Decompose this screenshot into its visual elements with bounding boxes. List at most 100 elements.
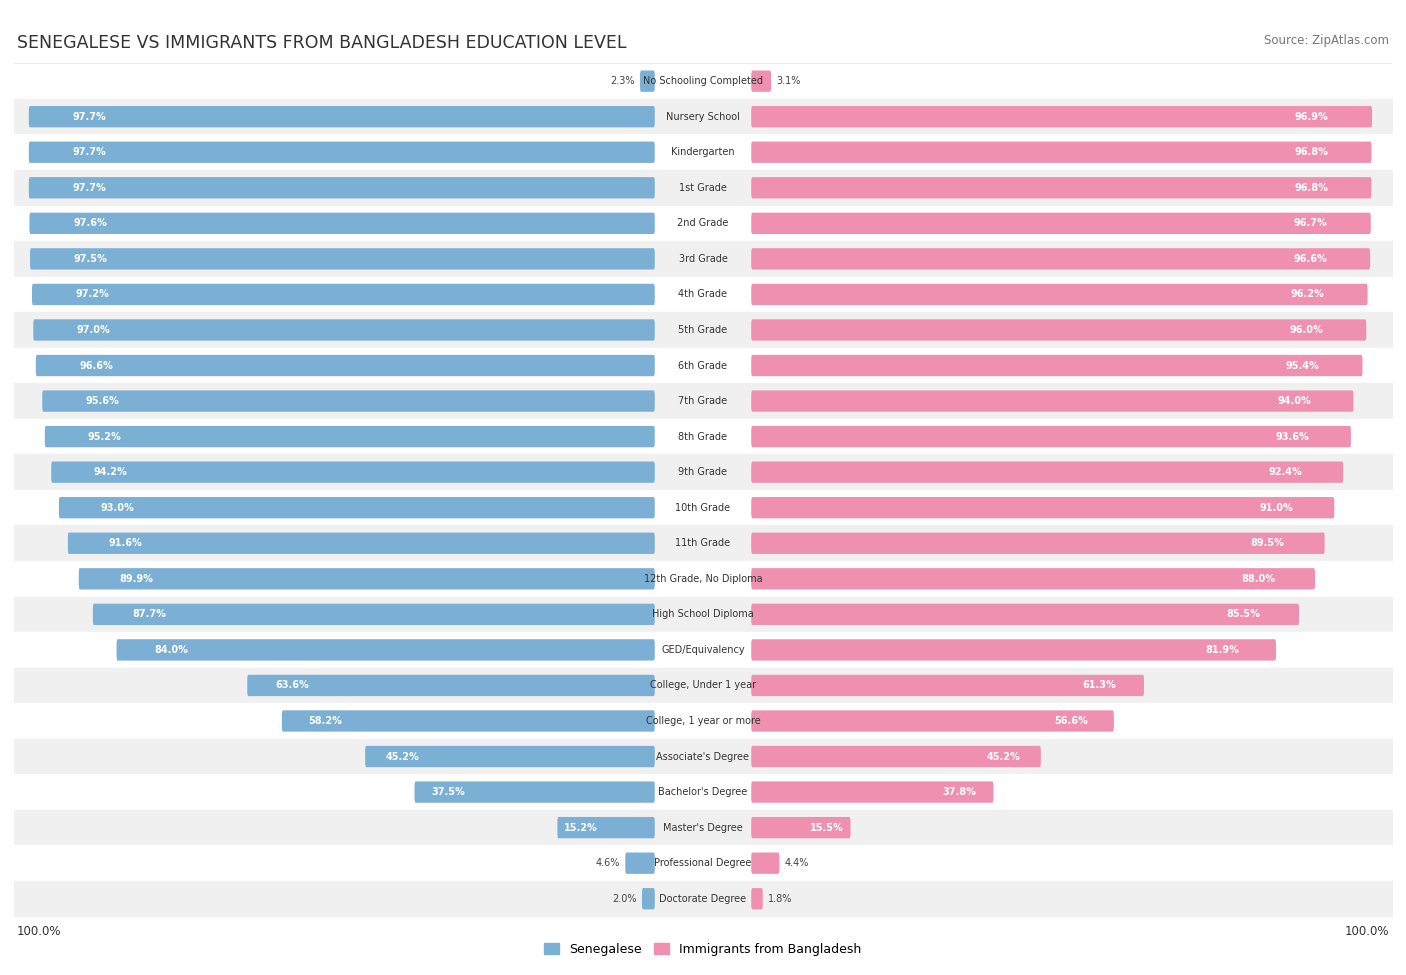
Text: 4.4%: 4.4%	[785, 858, 810, 868]
Text: 97.6%: 97.6%	[73, 218, 107, 228]
Text: College, 1 year or more: College, 1 year or more	[645, 716, 761, 726]
Text: 81.9%: 81.9%	[1205, 644, 1239, 655]
FancyBboxPatch shape	[751, 532, 1324, 554]
Text: 96.8%: 96.8%	[1294, 147, 1329, 157]
Text: 15.2%: 15.2%	[564, 823, 598, 833]
Text: 12th Grade, No Diploma: 12th Grade, No Diploma	[644, 574, 762, 584]
Text: Doctorate Degree: Doctorate Degree	[659, 894, 747, 904]
Text: GED/Equivalency: GED/Equivalency	[661, 644, 745, 655]
Text: 2nd Grade: 2nd Grade	[678, 218, 728, 228]
FancyBboxPatch shape	[751, 390, 1354, 411]
Text: 93.6%: 93.6%	[1275, 432, 1309, 442]
FancyBboxPatch shape	[751, 497, 1334, 519]
Text: 9th Grade: 9th Grade	[679, 467, 727, 477]
FancyBboxPatch shape	[626, 852, 655, 874]
Text: Bachelor's Degree: Bachelor's Degree	[658, 787, 748, 798]
Text: High School Diploma: High School Diploma	[652, 609, 754, 619]
FancyBboxPatch shape	[366, 746, 655, 767]
FancyBboxPatch shape	[751, 746, 1040, 767]
FancyBboxPatch shape	[751, 355, 1362, 376]
FancyBboxPatch shape	[751, 711, 1114, 731]
Text: 96.6%: 96.6%	[1294, 254, 1327, 264]
FancyBboxPatch shape	[557, 817, 655, 838]
Text: 96.9%: 96.9%	[1295, 112, 1329, 122]
Text: 84.0%: 84.0%	[155, 644, 188, 655]
Text: 6th Grade: 6th Grade	[679, 361, 727, 370]
Text: 94.0%: 94.0%	[1278, 396, 1312, 406]
Text: Nursery School: Nursery School	[666, 112, 740, 122]
Text: 87.7%: 87.7%	[132, 609, 166, 619]
FancyBboxPatch shape	[751, 640, 1277, 661]
FancyBboxPatch shape	[35, 355, 655, 376]
FancyBboxPatch shape	[67, 532, 655, 554]
FancyBboxPatch shape	[640, 70, 655, 92]
FancyBboxPatch shape	[28, 106, 655, 128]
FancyBboxPatch shape	[247, 675, 655, 696]
FancyBboxPatch shape	[751, 604, 1299, 625]
Text: 95.6%: 95.6%	[86, 396, 120, 406]
Text: Master's Degree: Master's Degree	[664, 823, 742, 833]
Text: 100.0%: 100.0%	[17, 925, 62, 938]
Text: 56.6%: 56.6%	[1054, 716, 1088, 726]
FancyBboxPatch shape	[751, 852, 779, 874]
FancyBboxPatch shape	[28, 177, 655, 199]
Text: 8th Grade: 8th Grade	[679, 432, 727, 442]
FancyBboxPatch shape	[281, 711, 655, 731]
Text: 45.2%: 45.2%	[385, 752, 419, 761]
Text: 3.1%: 3.1%	[776, 76, 801, 86]
Text: 97.7%: 97.7%	[73, 147, 107, 157]
FancyBboxPatch shape	[751, 888, 763, 910]
Text: 85.5%: 85.5%	[1227, 609, 1261, 619]
Text: College, Under 1 year: College, Under 1 year	[650, 681, 756, 690]
Text: 96.6%: 96.6%	[79, 361, 112, 370]
Text: 45.2%: 45.2%	[987, 752, 1021, 761]
Text: 11th Grade: 11th Grade	[675, 538, 731, 548]
Text: 1.8%: 1.8%	[768, 894, 793, 904]
Text: 100.0%: 100.0%	[1344, 925, 1389, 938]
Text: 89.9%: 89.9%	[120, 574, 153, 584]
Text: 89.5%: 89.5%	[1251, 538, 1285, 548]
FancyBboxPatch shape	[751, 141, 1371, 163]
Text: 1st Grade: 1st Grade	[679, 182, 727, 193]
Text: 97.5%: 97.5%	[73, 254, 107, 264]
FancyBboxPatch shape	[751, 426, 1351, 448]
FancyBboxPatch shape	[751, 249, 1371, 269]
Text: 37.5%: 37.5%	[432, 787, 465, 798]
FancyBboxPatch shape	[30, 249, 655, 269]
Text: Source: ZipAtlas.com: Source: ZipAtlas.com	[1264, 34, 1389, 47]
FancyBboxPatch shape	[30, 213, 655, 234]
FancyBboxPatch shape	[79, 568, 655, 590]
Text: Kindergarten: Kindergarten	[671, 147, 735, 157]
Text: 4.6%: 4.6%	[595, 858, 620, 868]
Text: Associate's Degree: Associate's Degree	[657, 752, 749, 761]
Legend: Senegalese, Immigrants from Bangladesh: Senegalese, Immigrants from Bangladesh	[540, 938, 866, 961]
FancyBboxPatch shape	[643, 888, 655, 910]
Text: 97.2%: 97.2%	[76, 290, 110, 299]
FancyBboxPatch shape	[751, 461, 1343, 483]
Text: 96.8%: 96.8%	[1294, 182, 1329, 193]
Text: 3rd Grade: 3rd Grade	[679, 254, 727, 264]
FancyBboxPatch shape	[28, 141, 655, 163]
Text: 96.0%: 96.0%	[1289, 325, 1323, 335]
FancyBboxPatch shape	[751, 177, 1371, 199]
Text: 2.3%: 2.3%	[610, 76, 634, 86]
FancyBboxPatch shape	[415, 781, 655, 802]
Text: SENEGALESE VS IMMIGRANTS FROM BANGLADESH EDUCATION LEVEL: SENEGALESE VS IMMIGRANTS FROM BANGLADESH…	[17, 34, 626, 52]
Text: 4th Grade: 4th Grade	[679, 290, 727, 299]
Text: 15.5%: 15.5%	[810, 823, 844, 833]
FancyBboxPatch shape	[751, 817, 851, 838]
FancyBboxPatch shape	[751, 320, 1367, 340]
FancyBboxPatch shape	[751, 568, 1315, 590]
Text: 91.0%: 91.0%	[1260, 503, 1294, 513]
Text: 37.8%: 37.8%	[942, 787, 976, 798]
Text: 92.4%: 92.4%	[1268, 467, 1302, 477]
FancyBboxPatch shape	[751, 284, 1368, 305]
FancyBboxPatch shape	[42, 390, 655, 411]
Text: 97.7%: 97.7%	[73, 182, 107, 193]
FancyBboxPatch shape	[117, 640, 655, 661]
FancyBboxPatch shape	[751, 213, 1371, 234]
FancyBboxPatch shape	[751, 675, 1144, 696]
FancyBboxPatch shape	[751, 781, 994, 802]
Text: 7th Grade: 7th Grade	[679, 396, 727, 406]
Text: 93.0%: 93.0%	[101, 503, 135, 513]
